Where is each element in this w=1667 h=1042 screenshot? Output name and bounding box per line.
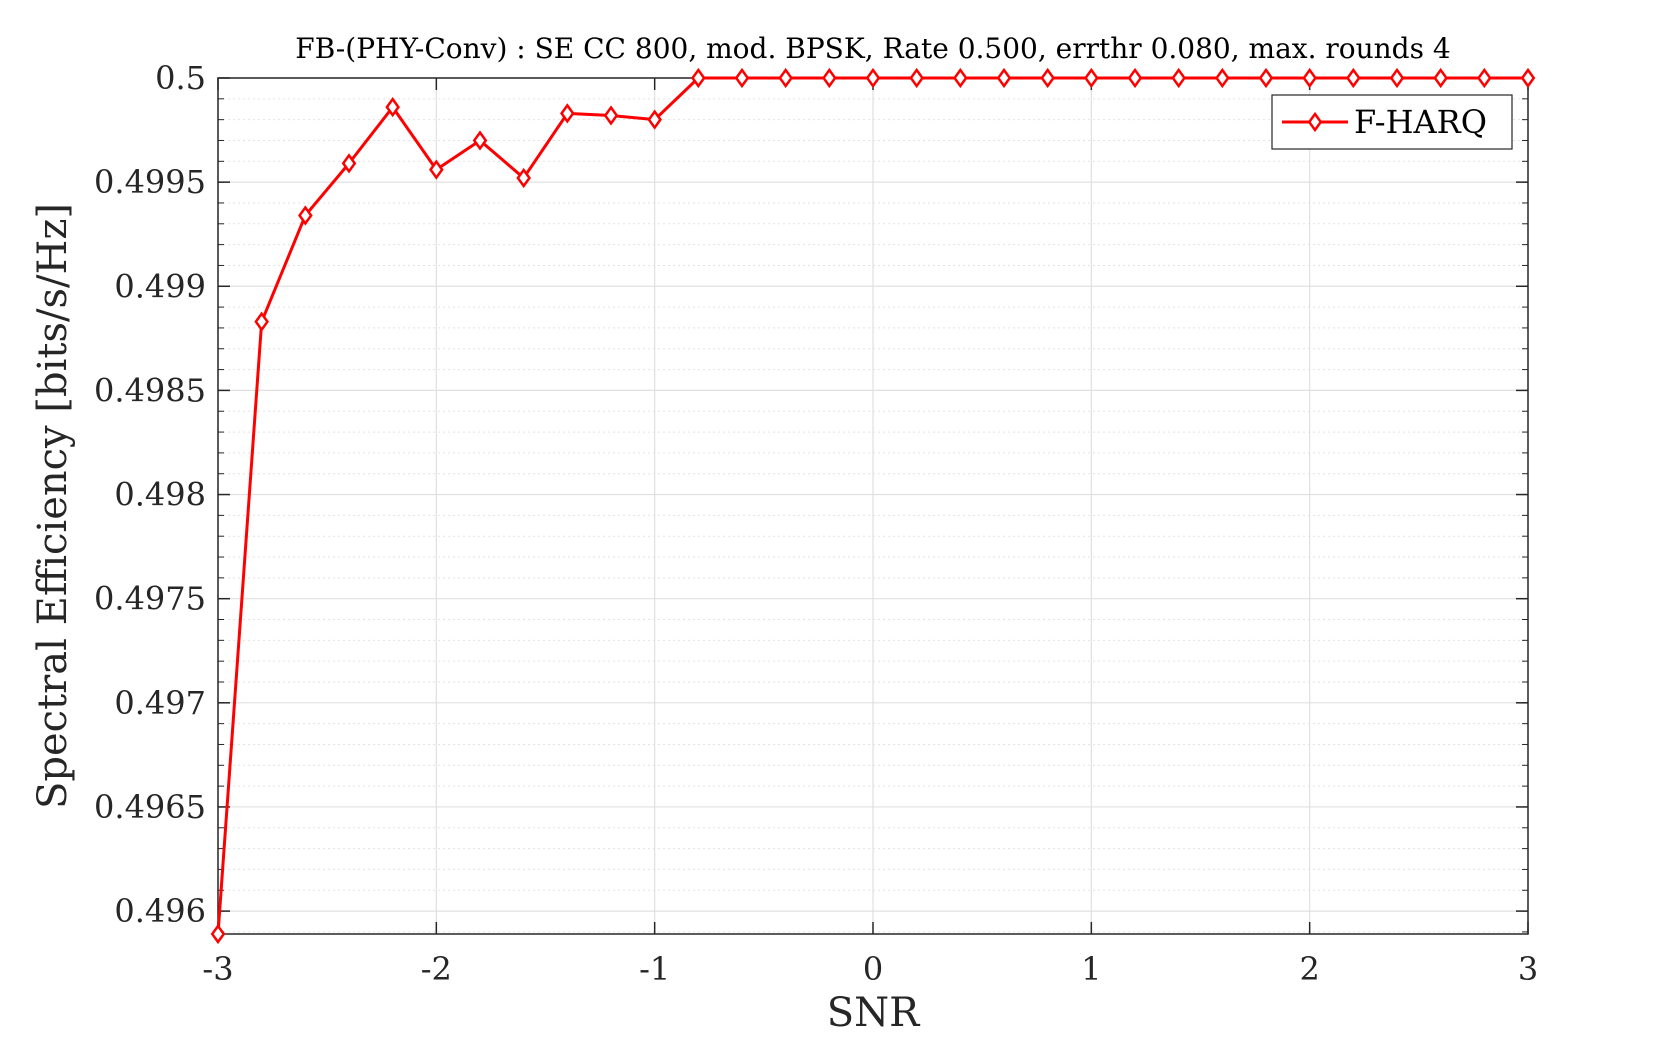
data-point-marker: [1302, 67, 1317, 89]
data-point-marker: [865, 67, 881, 89]
y-tick-label: 0.4965: [94, 788, 206, 826]
y-tick-label: 0.5: [155, 59, 206, 97]
data-point-marker: [472, 130, 488, 151]
data-point-marker: [953, 67, 968, 89]
data-point-marker: [734, 67, 750, 89]
chart-title: FB-(PHY-Conv) : SE CC 800, mod. BPSK, Ra…: [295, 32, 1450, 65]
data-point-marker: [1215, 67, 1230, 89]
x-tick-label: 0: [863, 950, 883, 988]
y-tick-label: 0.497: [114, 684, 206, 722]
x-tick-label: -3: [202, 950, 233, 988]
data-point-marker: [1258, 67, 1274, 89]
legend-label-f-harq: F-HARQ: [1354, 103, 1487, 141]
data-point-marker: [298, 205, 313, 226]
x-tick-label: 1: [1081, 950, 1101, 988]
y-tick-label: 0.498: [114, 476, 206, 514]
ticks-layer: 0.496 0.4965 0.497 0.4975 0.498 0.4985 0.499 0.…: [94, 59, 1538, 988]
data-point-marker: [1389, 67, 1405, 89]
data-point-marker: [603, 105, 619, 126]
data-point-marker: [691, 67, 706, 89]
data-point-marker: [341, 153, 357, 174]
data-point-marker: [1477, 67, 1492, 89]
data-point-marker: [516, 167, 531, 189]
x-tick-label: -2: [421, 950, 452, 988]
data-layer: [210, 67, 1536, 945]
data-point-marker: [385, 97, 400, 118]
x-tick-label: -1: [639, 950, 670, 988]
data-point-marker: [210, 923, 226, 945]
x-axis-title: SNR: [827, 990, 921, 1036]
y-tick-label: 0.496: [114, 892, 206, 930]
data-point-marker: [1040, 67, 1055, 89]
data-point-marker: [778, 67, 793, 89]
data-point-marker: [1520, 67, 1536, 89]
y-tick-label: 0.4995: [94, 163, 206, 201]
y-tick-label: 0.4975: [94, 580, 206, 618]
data-point-marker: [647, 109, 662, 130]
data-point-marker: [822, 67, 837, 89]
y-axis-title: Spectral Efficiency [bits/s/Hz]: [30, 203, 76, 809]
y-tick-label: 0.499: [114, 267, 206, 305]
x-tick-label: 2: [1299, 950, 1319, 988]
data-point-marker: [254, 311, 269, 332]
data-point-marker: [1084, 67, 1099, 89]
legend-marker-diamond: [1307, 111, 1323, 133]
data-point-marker: [1127, 67, 1143, 89]
data-point-marker: [429, 159, 444, 180]
x-tick-label: 3: [1518, 950, 1538, 988]
data-point-marker: [996, 67, 1012, 89]
legend: F-HARQ: [1271, 94, 1513, 150]
data-point-marker: [1433, 67, 1448, 89]
grid-layer: [217, 77, 1529, 934]
data-point-marker: [909, 67, 924, 89]
y-tick-label: 0.4985: [94, 371, 206, 409]
data-point-marker: [1346, 67, 1361, 89]
data-point-marker: [560, 103, 575, 124]
data-point-marker: [1171, 67, 1186, 89]
